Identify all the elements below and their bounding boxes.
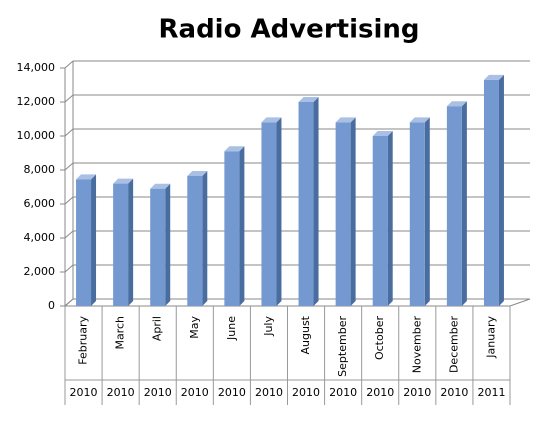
y-tick-label: 10,000 <box>17 129 56 142</box>
x-tick-label: July <box>262 316 275 337</box>
bar-top <box>261 117 282 123</box>
bar-top <box>187 170 208 176</box>
bar-top <box>224 146 245 152</box>
bar-side <box>91 174 97 306</box>
y-tick-label: 2,000 <box>24 265 56 278</box>
grid-line <box>64 298 74 307</box>
bar-top <box>298 97 319 102</box>
bar-side <box>239 146 245 306</box>
grid-line <box>64 162 74 171</box>
bar-top <box>150 183 171 189</box>
grid-line <box>64 196 74 205</box>
x-group-label: 2010 <box>440 386 468 399</box>
bar <box>409 122 425 307</box>
x-tick-label: August <box>299 315 312 354</box>
bar-top <box>446 101 467 107</box>
bar <box>446 106 462 306</box>
bar <box>113 183 129 306</box>
grid-line <box>64 128 74 137</box>
bar-top <box>113 178 134 184</box>
x-tick-label: April <box>151 316 164 341</box>
x-group-label: 2010 <box>403 386 431 399</box>
bar-side <box>498 74 504 307</box>
bar-side <box>313 97 319 306</box>
y-tick-label: 6,000 <box>24 197 56 210</box>
x-group-label: 2011 <box>477 386 505 399</box>
bar <box>483 79 499 307</box>
grid-line <box>64 230 74 239</box>
bar-side <box>461 101 467 306</box>
x-tick-label: November <box>410 316 423 374</box>
y-tick-label: 14,000 <box>17 61 56 74</box>
grid-line <box>64 94 74 103</box>
bar-top <box>335 117 356 123</box>
x-tick-label: January <box>484 316 497 359</box>
bar-side <box>202 170 208 306</box>
grid-line <box>64 264 74 273</box>
bar-side <box>128 178 134 306</box>
x-group-label: 2010 <box>329 386 357 399</box>
bar-top <box>76 174 97 180</box>
x-tick-label: October <box>373 316 386 360</box>
x-tick-label: June <box>225 316 238 341</box>
bar-top <box>372 131 393 136</box>
y-tick-label: 8,000 <box>24 163 56 176</box>
bar <box>335 122 351 307</box>
bar <box>372 136 388 306</box>
bar-side <box>424 117 430 307</box>
x-group-label: 2010 <box>70 386 98 399</box>
y-tick-label: 4,000 <box>24 231 56 244</box>
x-group-label: 2010 <box>366 386 394 399</box>
bar <box>298 102 314 306</box>
x-group-label: 2010 <box>218 386 246 399</box>
x-tick-label: December <box>447 316 460 374</box>
x-tick-label: March <box>114 316 127 350</box>
bar-top <box>483 74 504 80</box>
x-tick-label: February <box>77 316 90 365</box>
bar <box>261 122 277 307</box>
bar-side <box>350 117 356 307</box>
x-group-label: 2010 <box>292 386 320 399</box>
y-tick-label: 0 <box>48 299 55 312</box>
bar-side <box>387 131 393 306</box>
x-group-label: 2010 <box>144 386 172 399</box>
x-group-label: 2010 <box>107 386 135 399</box>
bar <box>187 175 203 306</box>
grid-line <box>64 60 74 69</box>
bar <box>224 151 240 306</box>
bar-top <box>409 117 430 123</box>
y-tick-label: 12,000 <box>17 95 56 108</box>
x-group-label: 2010 <box>255 386 283 399</box>
x-tick-label: May <box>188 316 201 339</box>
bar <box>150 188 166 306</box>
x-group-label: 2010 <box>181 386 209 399</box>
bar-side <box>276 117 282 307</box>
x-tick-label: September <box>336 316 349 377</box>
chart-title: Radio Advertising <box>159 15 420 45</box>
bar <box>76 179 92 306</box>
bar-side <box>165 183 171 306</box>
